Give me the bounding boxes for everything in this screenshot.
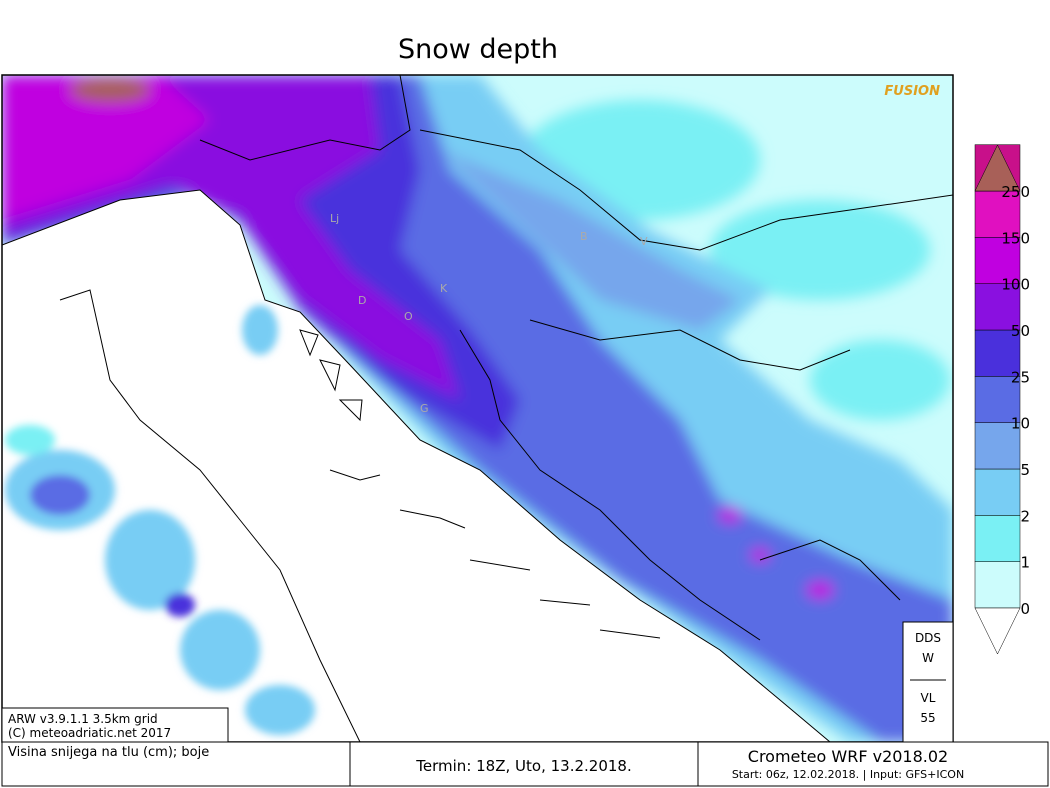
colorbar-over	[974, 144, 1021, 192]
colorbar-swatch	[974, 561, 1021, 609]
colorbar-swatch	[974, 422, 1021, 470]
colorbar-swatch	[974, 329, 1021, 377]
colorbar-swatch	[974, 237, 1021, 284]
map-label: V	[640, 235, 648, 248]
colorbar-label: 25	[1011, 368, 1030, 386]
colorbar-label: 250	[1001, 183, 1030, 201]
info-box	[902, 621, 954, 743]
colorbar-label: 50	[1011, 322, 1030, 340]
colorbar-label: 10	[1011, 415, 1030, 433]
colorbar-label: 1	[1020, 554, 1030, 572]
title: Snow depth	[398, 34, 558, 65]
footer-left: Visina snijega na tlu (cm); boje	[8, 745, 209, 760]
footer	[1, 741, 1049, 787]
model-box	[1, 707, 229, 743]
map-label: G	[420, 402, 429, 415]
map: Lj D O G K B V FUSION	[2, 75, 953, 742]
colorbar-under	[974, 607, 1021, 655]
colorbar-label: 100	[1001, 276, 1030, 294]
footer-middle-box	[349, 741, 699, 787]
map-label: B	[580, 230, 588, 243]
colorbar-swatch	[974, 283, 1021, 331]
colorbar-swatch	[974, 515, 1021, 562]
colorbar-label: 2	[1020, 507, 1030, 525]
colorbar-label: 0	[1020, 600, 1030, 618]
info-text: VL	[921, 691, 936, 705]
colorbar-swatch	[974, 190, 1021, 238]
map-label: Lj	[330, 212, 339, 225]
footer-right-title: Crometeo WRF v2018.02	[748, 747, 948, 766]
colorbar-swatch	[974, 376, 1021, 423]
footer-right-sub: Start: 06z, 12.02.2018. | Input: GFS+ICO…	[732, 768, 964, 781]
model-text: ARW v3.9.1.1 3.5km grid	[8, 712, 158, 726]
model-text: (C) meteoadriatic.net 2017	[8, 726, 171, 740]
map-label: D	[358, 294, 366, 307]
info-text: W	[922, 651, 934, 665]
colorbar-label: 5	[1020, 461, 1030, 479]
map-label: O	[404, 310, 413, 323]
colorbar-swatch	[974, 468, 1021, 516]
colorbar-label: 150	[1001, 229, 1030, 247]
brand: FUSION	[884, 84, 940, 99]
footer-middle: Termin: 18Z, Uto, 13.2.2018.	[415, 757, 631, 775]
info-text: 55	[920, 711, 935, 725]
map-label: K	[440, 282, 448, 295]
info-text: DDS	[915, 631, 941, 645]
